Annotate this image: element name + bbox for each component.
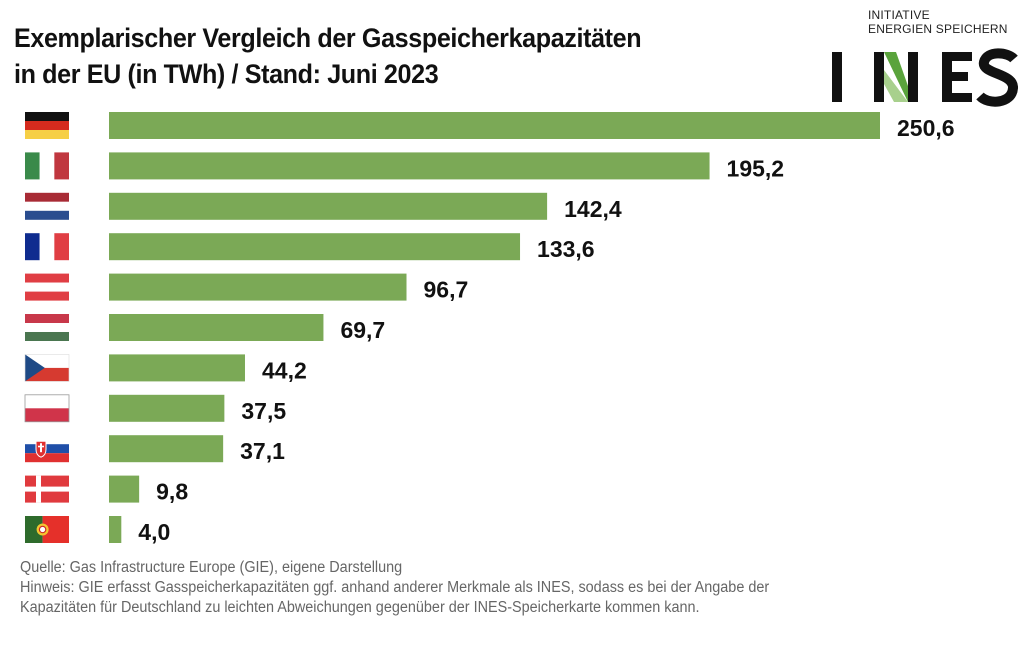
title-line-1: Exemplarischer Vergleich der Gasspeicher…	[14, 23, 642, 53]
bars-group	[109, 112, 880, 543]
value-label-germany: 250,6	[897, 115, 955, 141]
chart-footer: Quelle: Gas Infrastructure Europe (GIE),…	[20, 558, 769, 618]
bar-hungary	[109, 314, 324, 341]
flag-italy-icon	[25, 152, 69, 180]
chart-title: Exemplarischer Vergleich der Gasspeicher…	[14, 20, 642, 92]
logo-tagline-1: INITIATIVE	[868, 8, 930, 22]
flag-netherlands-icon	[25, 192, 69, 220]
flag-hungary-icon	[25, 314, 69, 341]
flag-portugal-icon	[25, 516, 69, 543]
value-label-portugal: 4,0	[138, 519, 170, 545]
flag-column	[24, 112, 70, 543]
bar-chart: 250,6 195,2 142,4 133,6 96,7 69,7 44,2 37,5 37,1…	[24, 112, 955, 545]
flag-czech-republic-icon	[24, 354, 70, 382]
value-label-italy: 195,2	[727, 155, 785, 181]
ines-wordmark-icon	[832, 48, 1018, 107]
value-label-france: 133,6	[537, 236, 595, 262]
flag-austria-icon	[25, 273, 69, 301]
ines-logo: INITIATIVE ENERGIEN SPEICHERN	[832, 8, 1018, 107]
flag-poland-icon	[24, 394, 70, 423]
bar-netherlands	[109, 192, 548, 220]
source-note: Quelle: Gas Infrastructure Europe (GIE),…	[20, 559, 403, 576]
value-label-austria: 96,7	[424, 277, 469, 303]
bar-italy	[109, 152, 710, 180]
flag-denmark-icon	[25, 475, 69, 503]
logo-tagline-2: ENERGIEN SPEICHERN	[868, 22, 1008, 36]
value-label-poland: 37,5	[241, 398, 286, 424]
value-label-slovakia: 37,1	[240, 438, 285, 464]
hint-note-line-1: Hinweis: GIE erfasst Gasspeicherkapazitä…	[20, 579, 770, 596]
flag-germany-icon	[25, 112, 69, 139]
bar-slovakia	[109, 435, 224, 463]
flag-slovakia-icon	[25, 435, 69, 463]
value-label-hungary: 69,7	[340, 317, 385, 343]
bar-poland	[109, 394, 225, 422]
bar-austria	[109, 273, 407, 301]
title-line-2: in der EU (in TWh) / Stand: Juni 2023	[14, 59, 439, 89]
value-label-denmark: 9,8	[156, 479, 188, 505]
value-label-czech-republic: 44,2	[262, 357, 307, 383]
value-labels-group: 250,6 195,2 142,4 133,6 96,7 69,7 44,2 37,5 37,1…	[138, 115, 954, 545]
flag-france-icon	[25, 233, 69, 261]
bar-france	[109, 233, 521, 261]
bar-portugal	[109, 516, 122, 543]
value-label-netherlands: 142,4	[564, 196, 622, 222]
hint-note-line-2: Kapazitäten für Deutschland zu leichten …	[20, 599, 700, 616]
bar-germany	[109, 112, 880, 139]
bar-denmark	[109, 475, 140, 503]
bar-czech-republic	[109, 354, 245, 382]
